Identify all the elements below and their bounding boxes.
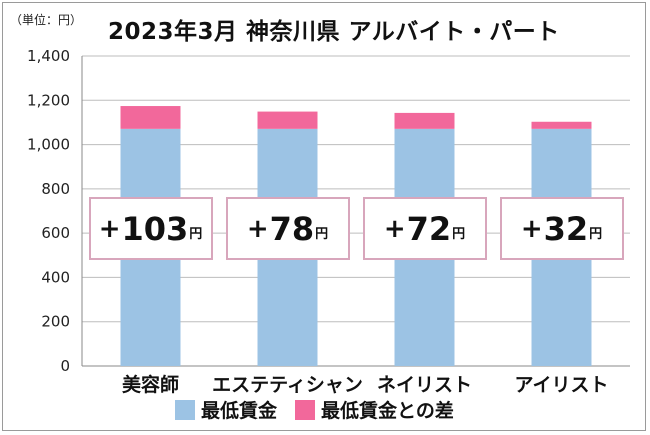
difference-unit: 円	[315, 227, 329, 242]
difference-unit: 円	[452, 227, 466, 242]
difference-value: 32	[543, 209, 589, 248]
legend: 最低賃金 最低賃金との差	[175, 396, 472, 423]
legend-label-diff: 最低賃金との差	[321, 400, 454, 422]
difference-unit: 円	[189, 227, 203, 242]
y-tick-label: 600	[41, 224, 70, 242]
difference-value: 78	[269, 209, 315, 248]
chart-title: 2023年3月 神奈川県 アルバイト・パート	[108, 19, 560, 45]
unit-label: （単位：円）	[10, 13, 83, 27]
x-category-label: 美容師	[122, 373, 179, 396]
y-tick-label: 0	[60, 357, 70, 375]
legend-item-min-wage: 最低賃金	[175, 396, 277, 423]
bar-diff	[120, 106, 181, 129]
difference-sign: +	[246, 213, 269, 244]
legend-swatch-diff	[295, 399, 316, 420]
y-tick-label: 1,000	[27, 136, 70, 154]
legend-swatch-min-wage	[175, 399, 195, 420]
legend-item-diff: 最低賃金との差	[295, 396, 454, 423]
y-tick-label: 200	[41, 313, 70, 331]
x-category-label: ネイリスト	[377, 374, 472, 396]
bar-diff	[257, 111, 318, 129]
difference-value: 72	[406, 209, 452, 248]
x-category-label: エステティシャン	[212, 374, 363, 396]
legend-label-min-wage: 最低賃金	[201, 400, 278, 422]
y-tick-label: 800	[41, 180, 70, 198]
difference-unit: 円	[589, 227, 603, 242]
x-category-label: アイリスト	[514, 374, 608, 396]
difference-box: +72 円	[362, 197, 487, 260]
difference-sign: +	[520, 213, 543, 244]
y-tick-label: 400	[41, 268, 70, 286]
difference-box: +32 円	[499, 197, 624, 260]
bar-diff	[394, 112, 455, 129]
bar-diff	[531, 121, 592, 129]
difference-box: +103 円	[88, 197, 213, 260]
difference-sign: +	[383, 213, 406, 244]
y-tick-label: 1,400	[27, 47, 70, 65]
difference-box: +78 円	[225, 197, 350, 260]
difference-sign: +	[98, 213, 121, 244]
y-tick-label: 1,200	[27, 91, 70, 109]
difference-value: 103	[121, 209, 189, 248]
